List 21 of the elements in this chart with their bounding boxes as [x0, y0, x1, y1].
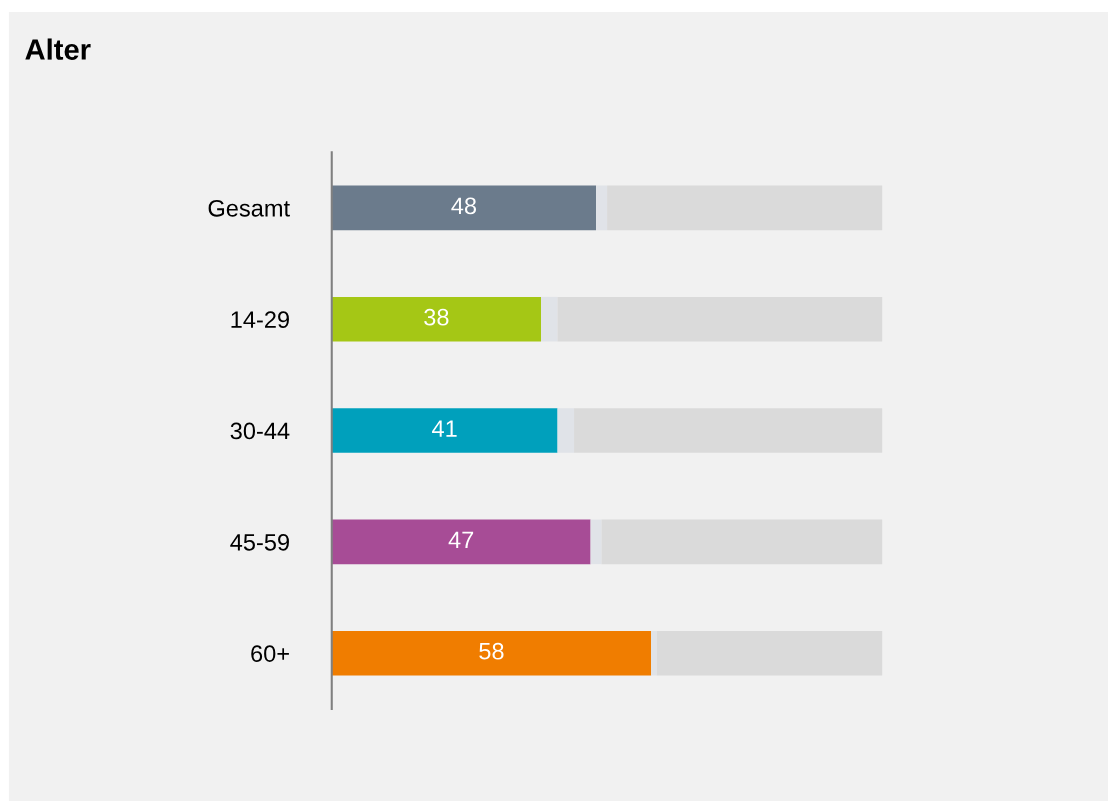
bar: [331, 519, 591, 565]
bar: [331, 408, 558, 453]
data-label: 58: [479, 642, 504, 660]
data-label: 48: [451, 197, 477, 215]
y-tick-label: 14-29: [231, 311, 289, 328]
text: Alter: [25, 38, 91, 60]
bar: [590, 519, 602, 565]
data-label: 41: [432, 420, 457, 437]
y-tick-label: 60+: [251, 645, 289, 662]
y-tick-label: Gesamt: [208, 199, 290, 217]
y-tick-label: 30-44: [230, 422, 290, 440]
bar: [331, 296, 542, 342]
data-label: 47: [448, 531, 474, 548]
bar: [557, 408, 575, 453]
data-label: 38: [424, 308, 449, 326]
bar: [541, 296, 558, 342]
y-tick-label: 45-59: [230, 533, 289, 551]
bar: [596, 185, 608, 231]
bar: [651, 630, 657, 676]
bar: [331, 630, 652, 676]
bar: [331, 185, 597, 231]
